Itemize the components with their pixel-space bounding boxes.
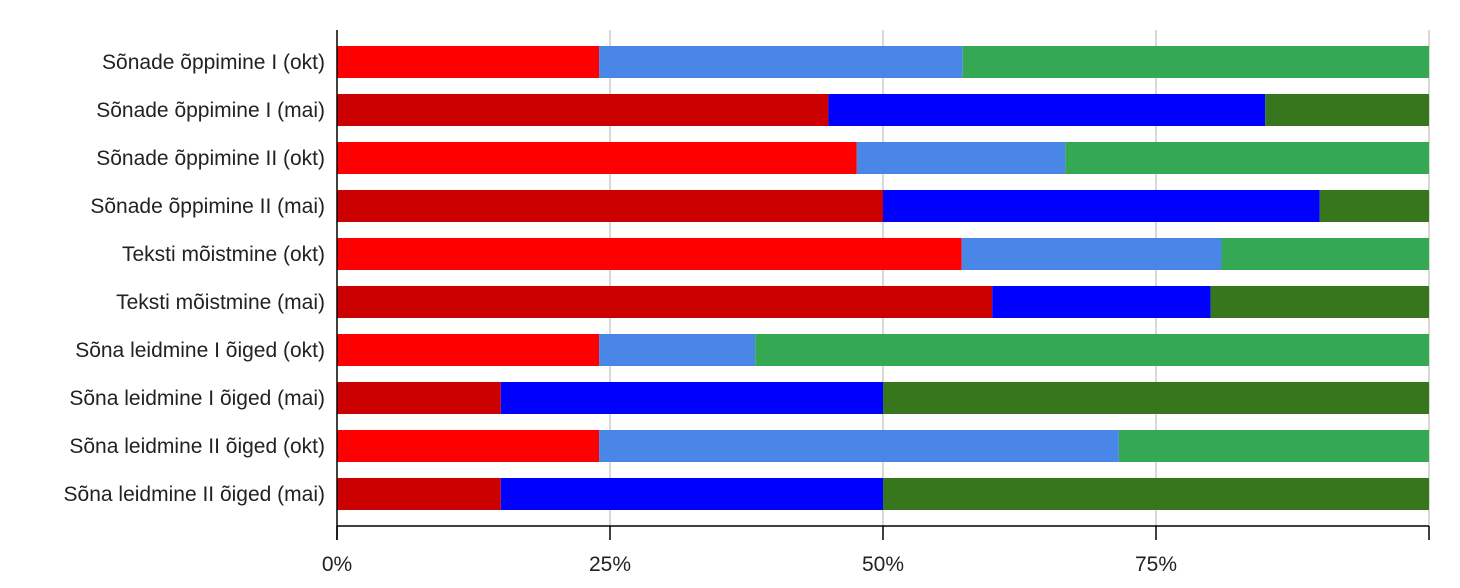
category-label: Teksti mõistmine (mai): [116, 291, 325, 314]
bar-segment: [1319, 190, 1429, 222]
bar-segment: [337, 238, 962, 270]
category-label: Sõnade õppimine II (mai): [90, 195, 325, 218]
bar-segment: [992, 286, 1211, 318]
category-label: Sõnade õppimine I (mai): [96, 99, 325, 122]
bar-segment: [883, 478, 1429, 510]
x-tick-label: 0%: [322, 553, 352, 576]
category-labels: Sõnade õppimine I (okt) Sõnade õppimine I…: [64, 51, 325, 506]
category-label: Sõna leidmine II õiged (okt): [69, 435, 325, 458]
bars: [337, 46, 1429, 510]
bar-segment: [337, 46, 600, 78]
bar-segment: [599, 430, 1119, 462]
bar-segment: [337, 382, 501, 414]
bar-segment: [337, 286, 993, 318]
bar-segment: [1118, 430, 1429, 462]
bar-segment: [1221, 238, 1429, 270]
bar-segment: [599, 334, 756, 366]
bar-segment: [828, 94, 1266, 126]
bar-segment: [500, 382, 883, 414]
x-tick-label: 25%: [589, 553, 631, 576]
bar-segment: [500, 478, 883, 510]
bar-segment: [961, 238, 1222, 270]
category-label: Teksti mõistmine (okt): [122, 243, 325, 266]
bar-segment: [337, 142, 857, 174]
bar-segment: [337, 334, 600, 366]
category-label: Sõna leidmine I õiged (mai): [69, 387, 325, 410]
bar-segment: [755, 334, 1429, 366]
bar-segment: [337, 430, 600, 462]
category-label: Sõna leidmine I õiged (okt): [75, 339, 325, 362]
bar-segment: [962, 46, 1429, 78]
x-tick-label: 75%: [1135, 553, 1177, 576]
category-label: Sõnade õppimine II (okt): [96, 147, 325, 170]
bar-segment: [856, 142, 1066, 174]
bar-segment: [883, 190, 1320, 222]
category-label: Sõna leidmine II õiged (mai): [64, 483, 325, 506]
bar-segment: [599, 46, 963, 78]
x-axis: 0% 25% 50% 75%: [322, 30, 1430, 576]
bar-segment: [1065, 142, 1429, 174]
bar-segment: [883, 382, 1429, 414]
bar-segment: [337, 190, 883, 222]
category-label: Sõnade õppimine I (okt): [102, 51, 325, 74]
x-tick-label: 50%: [862, 553, 904, 576]
bar-segment: [337, 94, 829, 126]
bar-segment: [337, 478, 501, 510]
bar-segment: [1210, 286, 1429, 318]
bar-segment: [1265, 94, 1429, 126]
